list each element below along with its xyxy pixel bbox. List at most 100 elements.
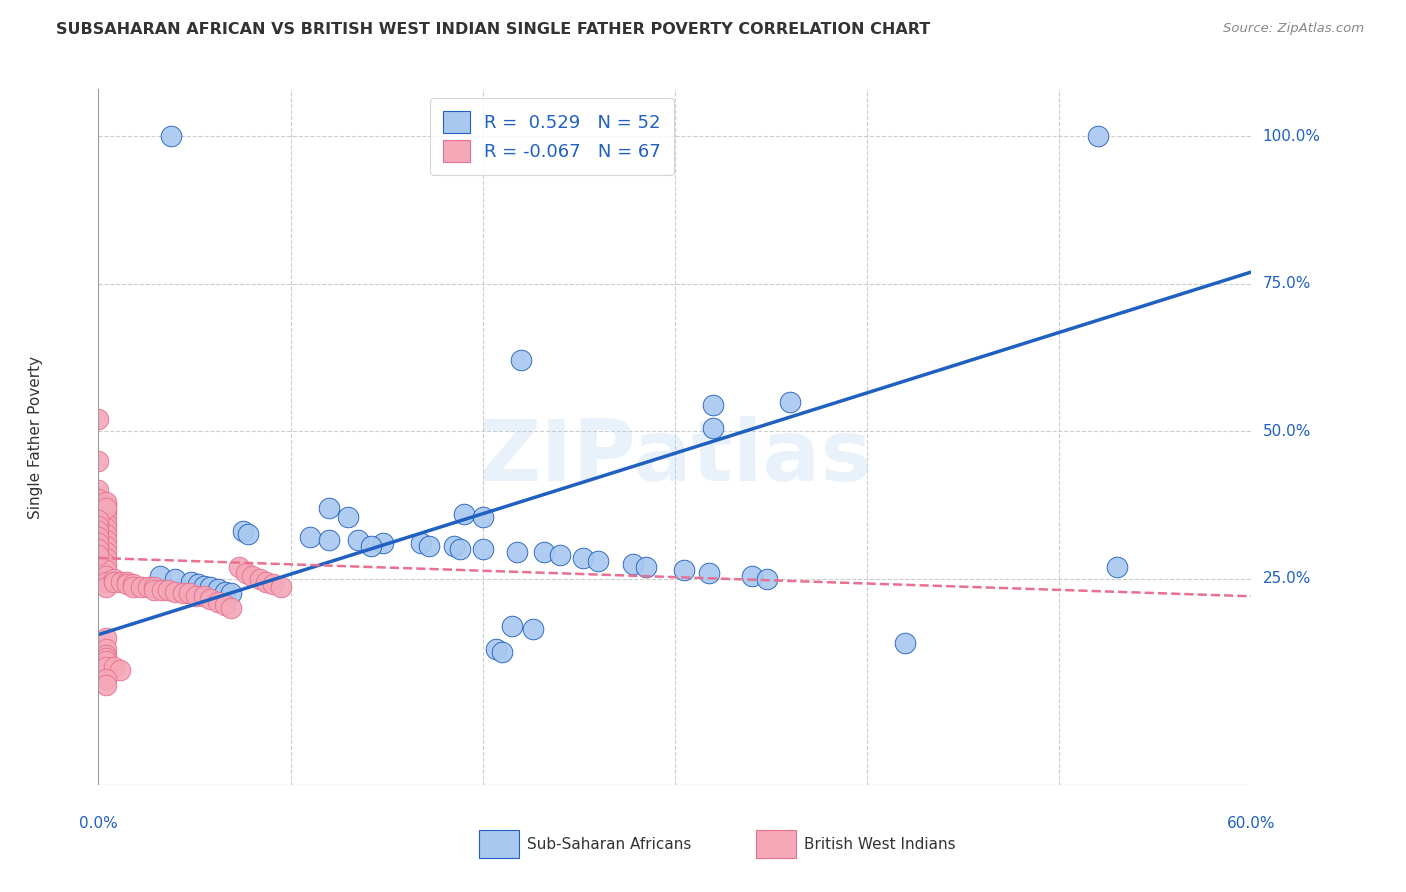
Point bbox=[87, 536, 110, 550]
Point bbox=[94, 500, 117, 515]
Point bbox=[337, 509, 360, 524]
Text: 50.0%: 50.0% bbox=[1263, 424, 1310, 439]
Point bbox=[894, 636, 917, 650]
Point bbox=[103, 574, 125, 589]
Text: ZIPatlas: ZIPatlas bbox=[478, 417, 872, 500]
Point bbox=[149, 568, 172, 582]
Point bbox=[94, 563, 117, 577]
Point bbox=[172, 586, 194, 600]
Point bbox=[491, 645, 513, 659]
Point bbox=[94, 504, 117, 518]
Point bbox=[485, 642, 508, 657]
Point bbox=[756, 572, 779, 586]
Text: 75.0%: 75.0% bbox=[1263, 277, 1310, 292]
Point bbox=[143, 581, 166, 595]
Point bbox=[240, 568, 263, 582]
Point bbox=[228, 559, 250, 574]
Point bbox=[156, 583, 179, 598]
Point bbox=[779, 394, 801, 409]
Point bbox=[702, 398, 724, 412]
Point bbox=[198, 592, 221, 607]
Point bbox=[177, 586, 200, 600]
Point bbox=[94, 678, 117, 692]
Point bbox=[219, 586, 242, 600]
Point bbox=[418, 539, 440, 553]
Point bbox=[249, 572, 271, 586]
Point bbox=[87, 513, 110, 527]
Point bbox=[371, 536, 394, 550]
Text: Sub-Saharan Africans: Sub-Saharan Africans bbox=[527, 837, 692, 852]
Point bbox=[186, 589, 208, 603]
Point bbox=[180, 574, 202, 589]
Point bbox=[207, 595, 229, 609]
Point bbox=[702, 421, 724, 435]
Text: 25.0%: 25.0% bbox=[1263, 571, 1310, 586]
Point bbox=[673, 563, 696, 577]
Point bbox=[94, 516, 117, 530]
Point bbox=[298, 530, 321, 544]
Point bbox=[214, 584, 236, 599]
Text: British West Indians: British West Indians bbox=[804, 837, 956, 852]
Point bbox=[634, 559, 657, 574]
Point bbox=[411, 536, 433, 550]
Point bbox=[193, 589, 215, 603]
Point bbox=[138, 581, 160, 595]
Point bbox=[94, 581, 117, 595]
Point bbox=[94, 551, 117, 566]
Point bbox=[94, 545, 117, 559]
Point bbox=[346, 533, 368, 548]
Point bbox=[318, 500, 340, 515]
Point bbox=[87, 548, 110, 562]
Point bbox=[471, 509, 494, 524]
Legend: R =  0.529   N = 52, R = -0.067   N = 67: R = 0.529 N = 52, R = -0.067 N = 67 bbox=[430, 98, 673, 175]
Point bbox=[94, 509, 117, 524]
Point bbox=[235, 566, 257, 580]
Point bbox=[522, 622, 544, 636]
Point bbox=[87, 491, 110, 506]
Point bbox=[501, 619, 523, 633]
Point bbox=[533, 545, 555, 559]
Point bbox=[87, 524, 110, 539]
Point bbox=[231, 524, 254, 539]
Text: Source: ZipAtlas.com: Source: ZipAtlas.com bbox=[1223, 22, 1364, 36]
Point bbox=[87, 453, 110, 467]
Point bbox=[449, 542, 471, 557]
Point bbox=[94, 672, 117, 686]
Point bbox=[1087, 129, 1109, 144]
Point bbox=[117, 577, 138, 591]
Point bbox=[1105, 559, 1128, 574]
Point bbox=[94, 574, 117, 589]
Point bbox=[103, 572, 125, 586]
Text: Single Father Poverty: Single Father Poverty bbox=[28, 356, 42, 518]
Point bbox=[165, 584, 187, 599]
Point bbox=[94, 648, 117, 663]
Point bbox=[117, 574, 138, 589]
Point bbox=[110, 574, 132, 589]
Point bbox=[94, 651, 117, 665]
Point bbox=[94, 495, 117, 509]
Point bbox=[360, 539, 382, 553]
Point bbox=[87, 542, 110, 557]
Point bbox=[443, 539, 465, 553]
Point bbox=[586, 554, 609, 568]
Point bbox=[621, 557, 644, 571]
Point bbox=[94, 660, 117, 674]
Point bbox=[129, 581, 152, 595]
Point bbox=[571, 551, 593, 566]
Point bbox=[87, 530, 110, 544]
Point bbox=[108, 663, 131, 677]
Point bbox=[262, 577, 284, 591]
Point bbox=[94, 498, 117, 512]
Point bbox=[94, 631, 117, 645]
Point bbox=[506, 545, 529, 559]
Point bbox=[238, 527, 260, 541]
Point bbox=[219, 601, 242, 615]
Point bbox=[94, 557, 117, 571]
Point bbox=[198, 581, 221, 595]
Point bbox=[150, 583, 173, 598]
Bar bbox=[755, 830, 796, 858]
Point bbox=[94, 539, 117, 553]
Point bbox=[87, 483, 110, 497]
Point bbox=[94, 533, 117, 548]
Point bbox=[254, 574, 277, 589]
